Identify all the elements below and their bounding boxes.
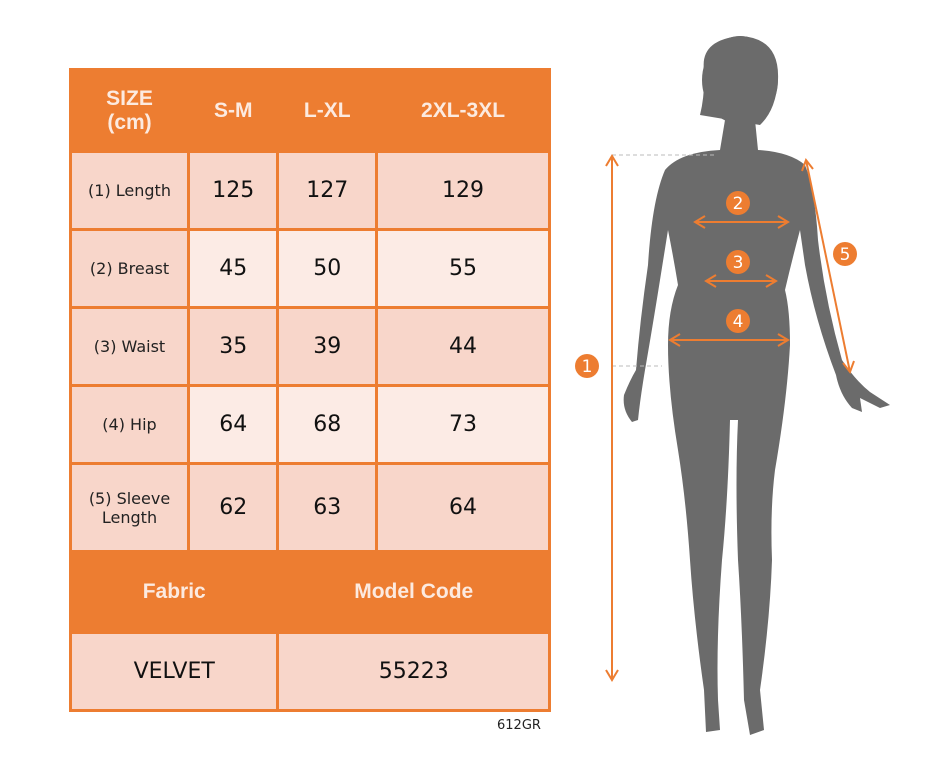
row-label: (5) Sleeve Length (69, 462, 190, 553)
model-code-value: 55223 (276, 631, 551, 712)
table-row: (2) Breast 45 50 55 (69, 228, 551, 309)
cell: 63 (276, 462, 379, 553)
size-label: SIZE (106, 86, 153, 110)
row-label: (3) Waist (69, 306, 190, 387)
cell: 127 (276, 150, 379, 231)
cell: 55 (375, 228, 551, 309)
cell: 45 (186, 228, 280, 309)
model-code-header: Model Code (276, 550, 551, 634)
cell: 35 (186, 306, 280, 387)
guide-lines (612, 154, 715, 367)
product-code: 612GR (497, 718, 541, 733)
cell: 129 (375, 150, 551, 231)
marker-3: 3 (733, 253, 744, 273)
col-header: 2XL-3XL (375, 68, 551, 153)
table-row: (5) Sleeve Length 62 63 64 (69, 462, 551, 553)
col-header: L-XL (276, 68, 379, 153)
unit-label: (cm) (107, 110, 152, 134)
cell: 64 (186, 384, 280, 465)
fabric-header: Fabric (68, 550, 280, 634)
table-row: (3) Waist 35 39 44 (69, 306, 551, 387)
row-label: (1) Length (69, 150, 190, 231)
row-label-line: (5) Sleeve (88, 488, 171, 508)
marker-5: 5 (840, 245, 851, 265)
body-measurement-diagram: 1 2 3 4 5 (575, 36, 890, 735)
cell: 39 (276, 306, 379, 387)
cell: 64 (375, 462, 551, 553)
cell: 68 (276, 384, 379, 465)
table-row: (4) Hip 64 68 73 (69, 384, 551, 465)
cell: 44 (375, 306, 551, 387)
col-header: S-M (186, 68, 280, 153)
cell: 125 (186, 150, 280, 231)
row-label: (2) Breast (69, 228, 190, 309)
size-chart-table: SIZE (cm) S-M L-XL 2XL-3XL (1) Length 125… (68, 68, 551, 712)
marker-4: 4 (733, 312, 744, 332)
cell: 73 (375, 384, 551, 465)
row-label: (4) Hip (69, 384, 190, 465)
cell: 62 (186, 462, 280, 553)
table-row: (1) Length 125 127 129 (69, 150, 551, 231)
measurement-markers: 1 2 3 4 5 (575, 191, 857, 378)
fabric-value: VELVET (68, 631, 280, 712)
measurement-arrows (605, 154, 855, 682)
woman-silhouette (623, 36, 890, 735)
marker-1: 1 (582, 357, 593, 377)
row-label-line: Length (101, 507, 158, 527)
size-header: SIZE (cm) (69, 68, 190, 153)
cell: 50 (276, 228, 379, 309)
marker-2: 2 (733, 194, 744, 214)
